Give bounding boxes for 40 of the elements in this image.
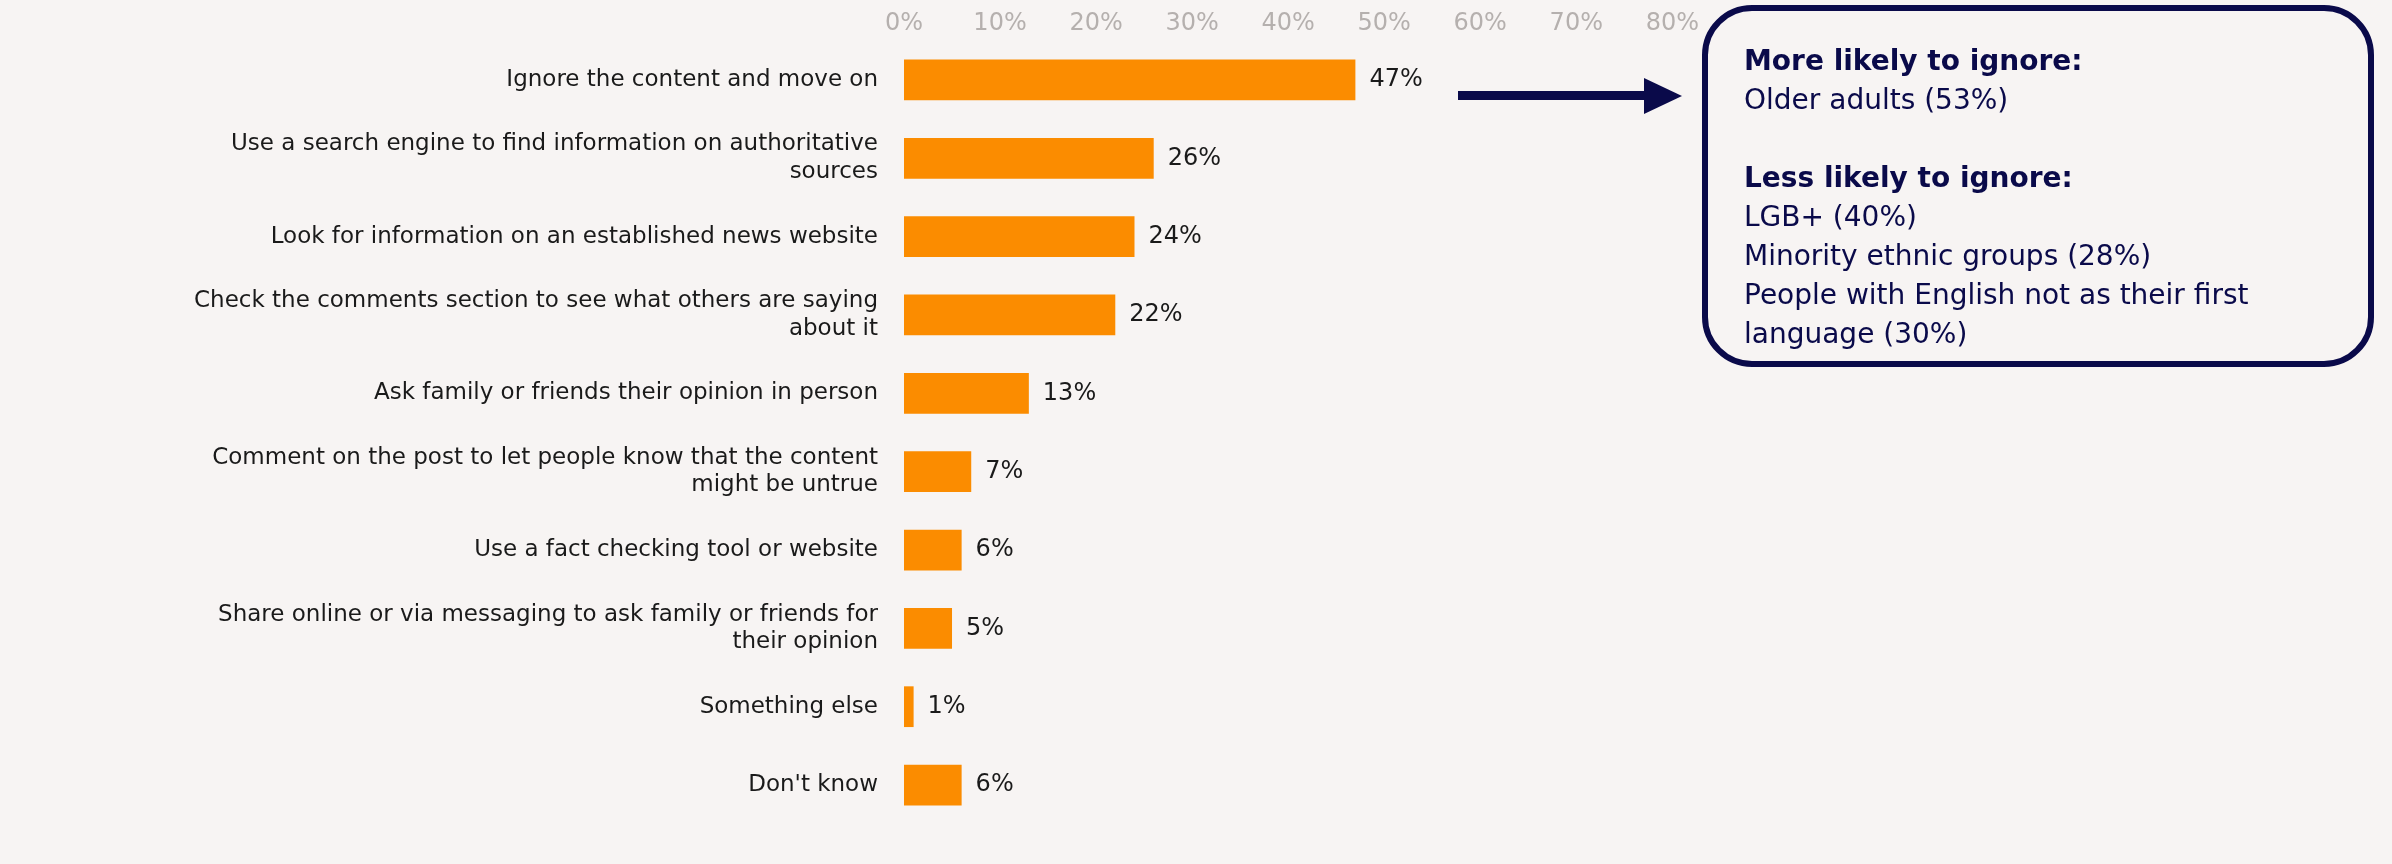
- bar: [904, 764, 962, 806]
- data-label: 47%: [1369, 64, 1423, 93]
- x-tick-label: 0%: [884, 7, 924, 36]
- x-tick-label: 80%: [1645, 7, 1699, 36]
- y-tick-label: Don't know: [748, 770, 878, 796]
- x-tick-label: 60%: [1453, 7, 1507, 36]
- x-tick-label: 70%: [1549, 7, 1603, 36]
- x-tick-label: 40%: [1261, 7, 1315, 36]
- bar: [904, 529, 962, 571]
- y-tick-label: Share online or via messaging to ask family or friends for their opinion: [218, 599, 879, 654]
- y-tick-label: Ask family or friends their opinion in person: [373, 378, 878, 405]
- x-tick-label: 10%: [973, 7, 1027, 36]
- bar: [904, 686, 914, 728]
- y-tick-label: Something else: [699, 691, 878, 718]
- data-label: 6%: [975, 534, 1014, 563]
- y-tick-label: Comment on the post to let people know that the content might be untrue: [212, 442, 878, 497]
- data-label: 7%: [985, 455, 1024, 484]
- data-label: 22%: [1129, 299, 1183, 328]
- x-tick-label: 20%: [1069, 7, 1123, 36]
- callout-box: More likely to ignore: Older adults (53%) Less likely to ignore: LGB+ (40%) Minority ethnic groups (28%) People with English not as their first language (30%): [1702, 5, 2374, 367]
- y-tick-label: Check the comments section to see what others are saying about it: [194, 286, 878, 340]
- y-tick-label: Look for information on an established news website: [270, 221, 878, 248]
- bar: [904, 607, 953, 649]
- data-label: 24%: [1148, 220, 1202, 249]
- bar: [904, 137, 1154, 179]
- bar: [904, 294, 1116, 336]
- data-label: 13%: [1042, 377, 1097, 406]
- y-tick-label: Ignore the content and move on: [506, 64, 878, 91]
- data-label: 26%: [1167, 142, 1222, 171]
- y-tick-label: Use a fact checking tool or website: [474, 534, 878, 561]
- data-label: 5%: [966, 612, 1005, 641]
- data-label: 6%: [975, 769, 1014, 798]
- data-label: 1%: [927, 690, 966, 719]
- bar: [904, 59, 1356, 101]
- x-tick-label: 30%: [1165, 7, 1219, 36]
- bar: [904, 216, 1135, 258]
- bar: [904, 451, 972, 493]
- bar: [904, 372, 1029, 414]
- x-tick-label: 50%: [1357, 7, 1411, 36]
- y-tick-label: Use a search engine to find information on authoritative sources: [230, 129, 878, 184]
